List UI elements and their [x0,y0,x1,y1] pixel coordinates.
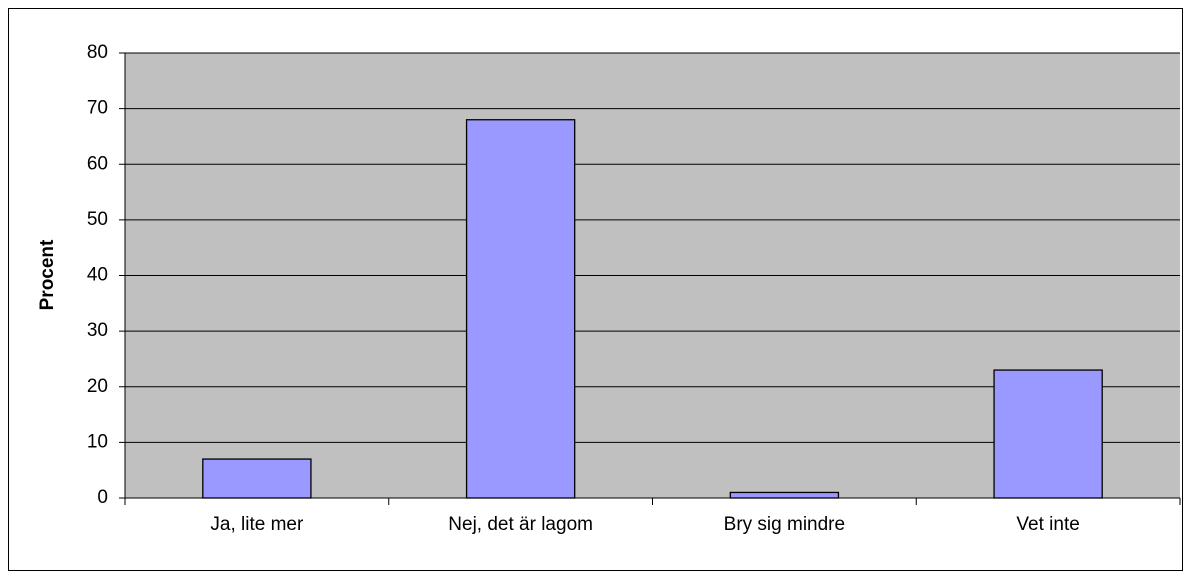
y-tick-label: 80 [87,42,108,63]
bar [202,458,312,499]
y-tick-label: 70 [87,98,108,119]
y-tick-label: 50 [87,209,108,230]
bar [993,369,1103,499]
x-tick-label: Nej, det är lagom [448,514,593,535]
y-tick-label: 0 [97,487,108,508]
y-tick-label: 40 [87,265,108,286]
y-axis-label: Procent [37,239,58,310]
bar [729,491,840,499]
x-tick-label: Bry sig mindre [724,514,845,535]
x-tick-label: Vet inte [1016,514,1079,535]
x-tick-label: Ja, lite mer [210,514,304,535]
y-tick-label: 60 [87,153,108,174]
y-tick-label: 30 [87,320,108,341]
bar [465,119,576,499]
y-tick-label: 10 [87,431,108,452]
y-tick-label: 20 [87,376,108,397]
